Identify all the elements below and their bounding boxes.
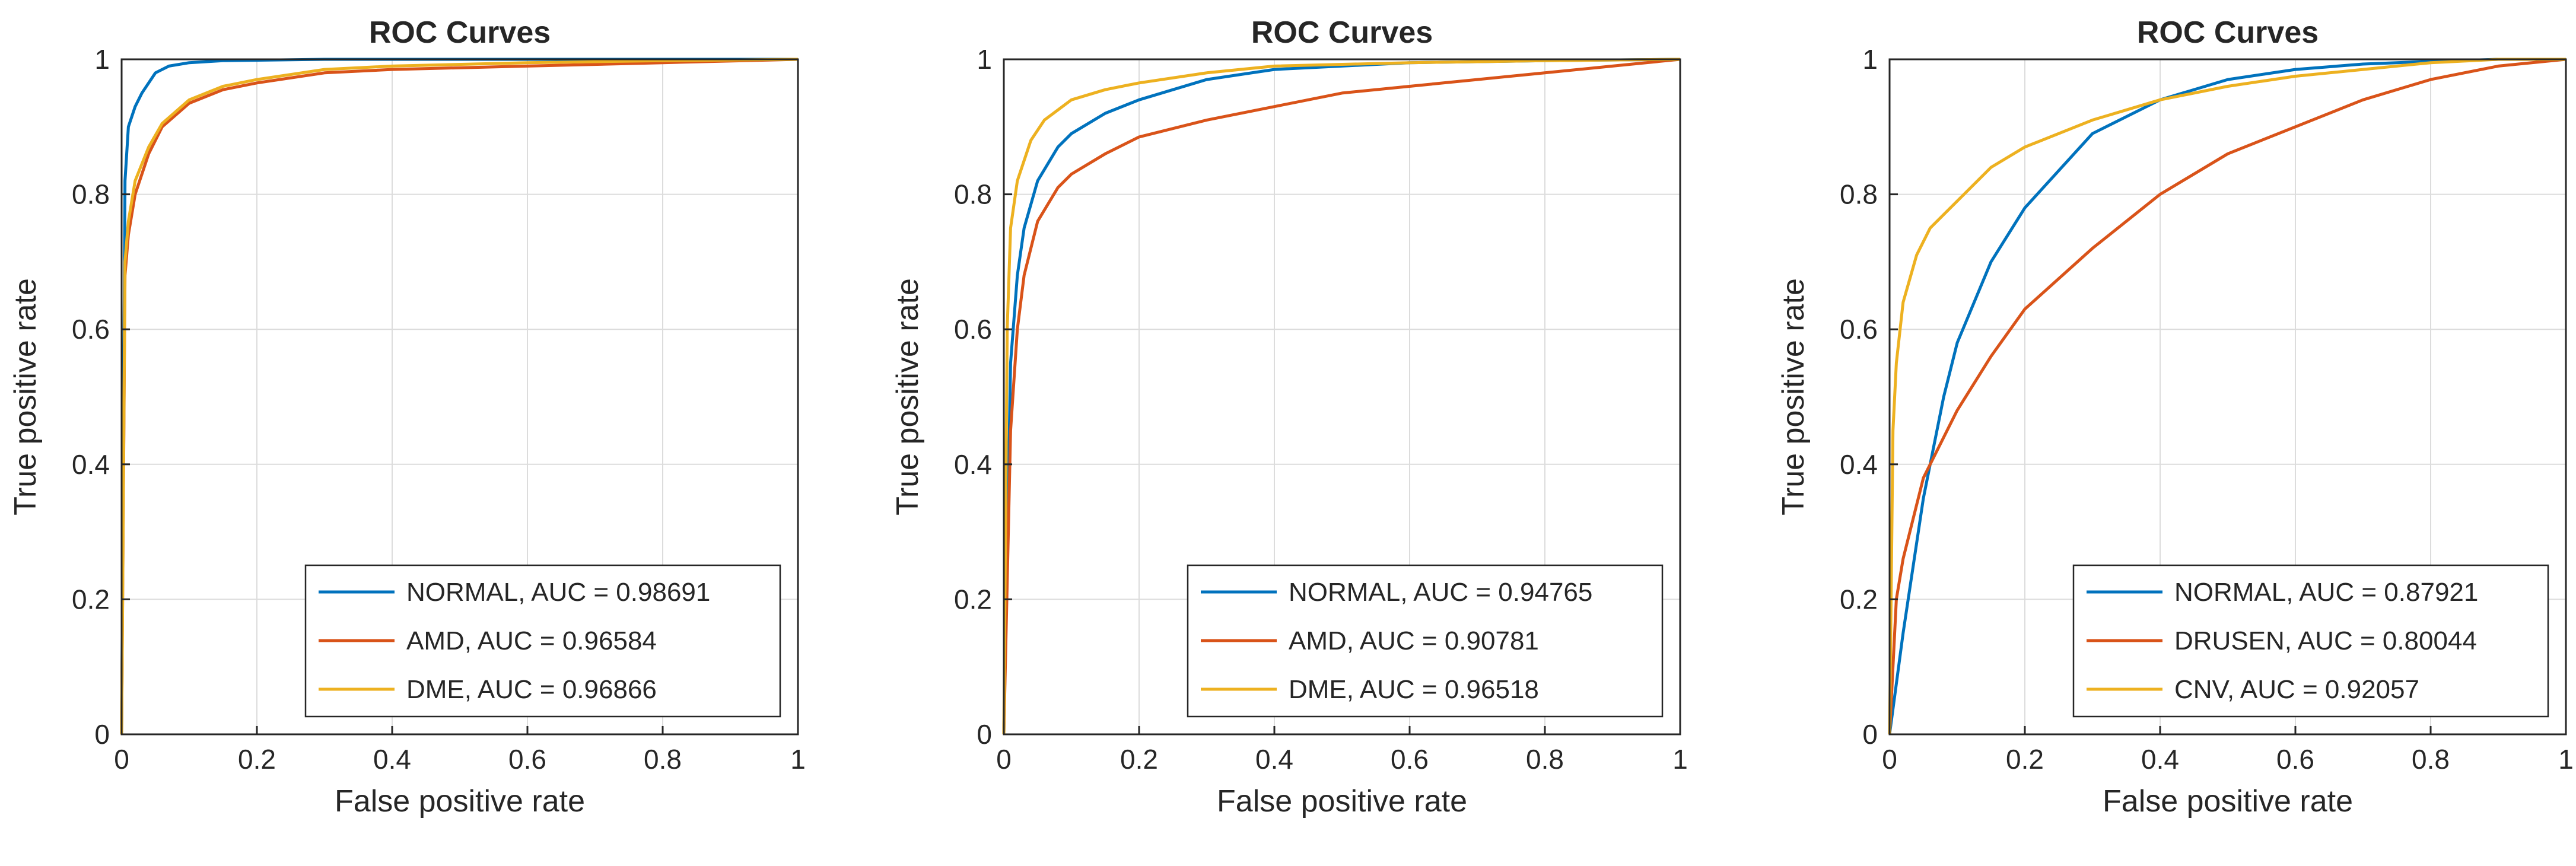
series-line-2 [1002,58,1681,735]
x-tick-label: 0.2 [2006,744,2044,775]
ticks-layer: 0 0.2 0.4 0.6 0.8 1 0 0.2 0.4 0.6 0.8 1 [954,44,1688,775]
legend-entry-normal: NORMAL, AUC = 0.87921 [2174,578,2478,607]
x-axis-label: False positive rate [335,784,585,819]
series-line-1 [120,58,799,735]
y-tick-label: 0 [1862,719,1878,750]
y-axis-label: True positive rate [8,278,43,515]
legend: NORMAL, AUC = 0.98691 AMD, AUC = 0.96584… [304,564,781,718]
y-tick-label: 1 [94,44,110,75]
x-tick-label: 0.6 [2276,744,2314,775]
y-tick-label: 0.4 [72,449,110,480]
x-tick-label: 1 [790,744,806,775]
x-tick-label: 0.2 [238,744,276,775]
legend: NORMAL, AUC = 0.94765 AMD, AUC = 0.90781… [1187,564,1664,718]
x-tick-label: 0.2 [1120,744,1158,775]
series-line-2 [120,58,799,735]
x-tick-label: 0.4 [2141,744,2179,775]
y-tick-label: 0.4 [1840,449,1878,480]
legend-entry-dme: DME, AUC = 0.96866 [406,675,657,704]
legend-entry-dme: DME, AUC = 0.96518 [1289,675,1539,704]
roc-panel-1: 0 0.2 0.4 0.6 0.8 100.20.40.60.81 ROC Curves … [8,15,806,819]
axes-box [1003,58,1681,736]
x-tick-label: 0.8 [1526,744,1564,775]
x-tick-label: 0 [996,744,1012,775]
x-tick-label: 0 [1882,744,1897,775]
x-tick-label: 1 [1672,744,1688,775]
y-tick-label: 0.6 [954,314,992,345]
y-axis-label: True positive rate [1776,278,1811,515]
y-tick-label: 0.6 [1840,314,1878,345]
y-tick-label: 0.2 [72,584,110,615]
series-layer [1888,58,2567,735]
y-tick-label: 1 [1862,44,1878,75]
axes-box [1888,58,2567,736]
ticks-layer: 0 0.2 0.4 0.6 0.8 1 0 0.2 0.4 0.6 0.8 1 [72,44,806,775]
legend-entry-drusen: DRUSEN, AUC = 0.80044 [2174,626,2477,655]
x-tick-label: 1 [2558,744,2574,775]
legend: NORMAL, AUC = 0.87921 DRUSEN, AUC = 0.80… [2072,564,2549,718]
y-tick-label: 0.8 [1840,179,1878,210]
x-tick-label: 0.8 [644,744,682,775]
y-tick-label: 0 [94,719,110,750]
chart-title: ROC Curves [2137,15,2319,50]
x-tick-label: 0.8 [2412,744,2450,775]
series-line-1 [1888,58,2567,735]
y-axis-label: True positive rate [891,278,925,515]
x-axis-label: False positive rate [1217,784,1467,819]
x-tick-label: 0 [114,744,129,775]
legend-entry-normal: NORMAL, AUC = 0.94765 [1289,578,1592,607]
legend-entry-cnv: CNV, AUC = 0.92057 [2174,675,2419,704]
y-tick-label: 0.2 [954,584,992,615]
x-tick-label: 0.4 [1255,744,1293,775]
series-layer [1002,58,1681,735]
chart-title: ROC Curves [1251,15,1433,50]
chart-title: ROC Curves [369,15,551,50]
legend-entry-normal: NORMAL, AUC = 0.98691 [406,578,710,607]
roc-panel-2: 0 0.2 0.4 0.6 0.8 100.20.40.60.81 ROC Curves … [891,15,1688,819]
y-tick-label: 0 [977,719,992,750]
y-tick-label: 0.2 [1840,584,1878,615]
y-tick-label: 0.6 [72,314,110,345]
ticks-layer: 0 0.2 0.4 0.6 0.8 1 0 0.2 0.4 0.6 0.8 1 [1840,44,2574,775]
axes-box [120,58,799,736]
y-tick-label: 1 [977,44,992,75]
x-axis-label: False positive rate [2103,784,2353,819]
y-tick-label: 0.8 [954,179,992,210]
series-line-2 [1888,58,2566,735]
legend-entry-amd: AMD, AUC = 0.90781 [1289,626,1539,655]
roc-panel-3: 0 0.2 0.4 0.6 0.8 100.20.40.60.81 ROC Curves … [1776,15,2574,819]
x-tick-label: 0.6 [1391,744,1429,775]
x-tick-label: 0.6 [508,744,546,775]
legend-entry-amd: AMD, AUC = 0.96584 [406,626,657,655]
y-tick-label: 0.8 [72,179,110,210]
x-tick-label: 0.4 [373,744,411,775]
y-tick-label: 0.4 [954,449,992,480]
series-line-1 [1002,58,1681,735]
